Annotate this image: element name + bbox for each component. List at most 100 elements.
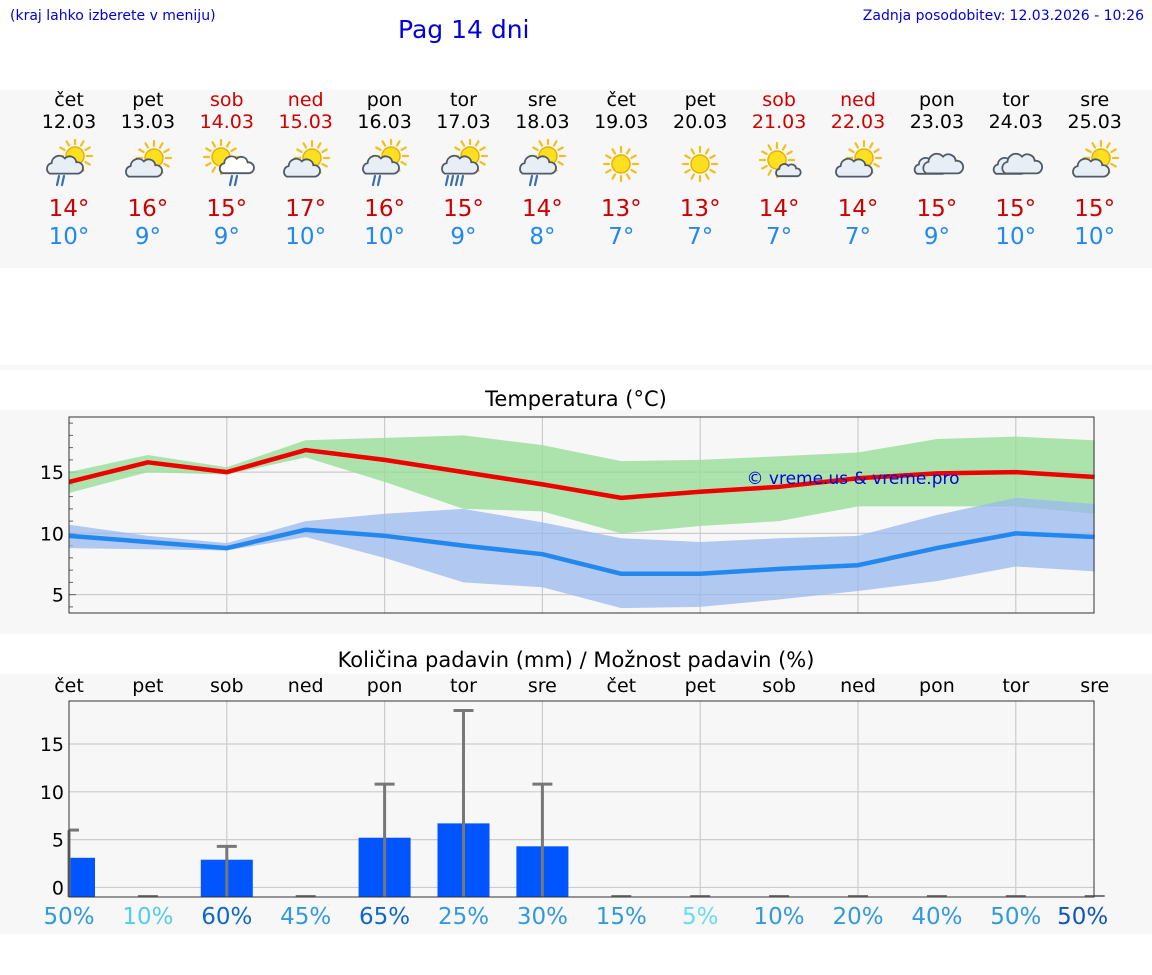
x-category-label: pet (684, 675, 716, 697)
day-name: sob (762, 89, 796, 111)
precipitation-probability: 50% (990, 904, 1042, 930)
y-tick-label: 0 (52, 877, 64, 899)
plot-frame (68, 700, 1095, 898)
forecast-day: ned 22.03 14° 7° (818, 89, 898, 251)
forecast-day: sre 18.03 14° 8° (502, 89, 582, 251)
sun-small-cloud-icon (758, 141, 802, 179)
day-date: 13.03 (120, 111, 176, 133)
temp-min: 7° (608, 224, 635, 250)
precipitation-probability: 65% (359, 904, 411, 930)
sun-cloud-heavy-rain-icon (440, 137, 488, 187)
day-date: 23.03 (909, 111, 965, 133)
cloud-icon (992, 152, 1043, 175)
precipitation-probability: 50% (1057, 904, 1109, 930)
temp-max: 14° (758, 196, 800, 222)
cloud-shape (835, 157, 873, 178)
temp-max: 14° (522, 196, 563, 222)
day-name: sre (527, 89, 557, 111)
temperature-chart-title: Temperatura (°C) (485, 387, 667, 411)
range-band-min (69, 497, 1095, 609)
y-tick-label: 15 (40, 462, 64, 484)
temp-max: 13° (600, 196, 642, 222)
temp-min: 7° (766, 224, 793, 250)
forecast-day: tor 24.03 15° 10° (976, 89, 1056, 251)
updated-value: 12.03.2026 - 10:26 (1009, 8, 1144, 24)
cloud-shape (440, 154, 479, 175)
sun-shape (682, 145, 719, 183)
day-name: ned (840, 89, 876, 111)
forecast-day: pon 23.03 15° 9° (897, 89, 977, 251)
forecast-day: pet 20.03 13° 7° (660, 89, 740, 251)
day-name: tor (1002, 89, 1030, 111)
precipitation-probability: 10% (753, 904, 805, 930)
sun-cloud-icon (1071, 139, 1119, 178)
separator (0, 365, 1152, 370)
forecast-day: tor 17.03 15° 9° (424, 89, 504, 251)
temp-max: 16° (364, 196, 405, 222)
precipitation-probability: 45% (280, 904, 332, 930)
temp-min: 9° (923, 224, 950, 250)
cloud-shape (1071, 157, 1110, 178)
day-name: pet (132, 89, 164, 111)
temp-min: 10° (48, 224, 90, 250)
day-name: čet (54, 89, 84, 111)
temp-min: 8° (529, 224, 556, 250)
precipitation-bar (69, 857, 95, 897)
day-date: 21.03 (751, 111, 807, 133)
day-date: 15.03 (278, 111, 333, 133)
day-name: čet (606, 89, 637, 111)
temp-max: 14° (837, 196, 879, 222)
day-name: pet (684, 89, 716, 111)
precipitation-chart: 0 5 10 15 (40, 700, 1105, 899)
x-category-label: sre (1080, 675, 1110, 697)
temp-max: 15° (443, 196, 484, 222)
day-date: 18.03 (515, 111, 570, 133)
day-name: ned (287, 89, 324, 111)
precipitation-probability: 30% (516, 904, 568, 930)
day-date: 24.03 (988, 111, 1043, 133)
location-hint-link[interactable]: (kraj lahko izberete v meniju) (10, 8, 216, 24)
last-updated: Zadnja posodobitev: 12.03.2026 - 10:26 (859, 8, 1144, 24)
y-tick-label: 15 (40, 734, 64, 756)
cloud-shape (775, 163, 802, 178)
forecast-day: pet 13.03 16° 9° (108, 89, 188, 251)
temp-min: 9° (213, 224, 240, 250)
plot-frame (68, 416, 1095, 614)
sun-icon (603, 145, 640, 183)
day-date: 25.03 (1067, 111, 1122, 133)
day-name: sre (1080, 89, 1110, 111)
day-date: 16.03 (357, 111, 412, 133)
day-date: 17.03 (436, 111, 491, 133)
day-name: pon (366, 89, 403, 111)
x-category-label: tor (1002, 675, 1030, 697)
cloud-shape (519, 154, 558, 175)
forecast-day: pon 16.03 16° 10° (345, 89, 425, 251)
day-name: sob (210, 89, 244, 111)
forecast-day: čet 19.03 13° 7° (581, 89, 661, 251)
precipitation-probability: 60% (201, 904, 253, 930)
series-line-max (68, 447, 1095, 501)
x-category-label: sob (210, 675, 244, 697)
updated-label: Zadnja posodobitev: (862, 8, 1006, 24)
sun-cloud-rain-icon (519, 137, 567, 187)
x-category-label: sre (527, 675, 557, 697)
y-tick-label: 5 (52, 830, 64, 852)
sun-cloud-rain-icon (361, 137, 409, 187)
precipitation-probability: 15% (595, 904, 647, 930)
precipitation-chart-title: Količina padavin (mm) / Možnost padavin … (337, 648, 815, 672)
x-category-label: pon (919, 675, 955, 697)
cloud-shape (282, 157, 321, 178)
precipitation-probability: 50% (43, 904, 95, 930)
cloud-shape (46, 154, 84, 175)
temp-min: 7° (844, 224, 872, 250)
sun-cloud-icon (835, 139, 883, 178)
temp-max: 14° (48, 196, 90, 222)
y-tick-label: 5 (52, 585, 64, 607)
temp-min: 10° (364, 224, 405, 250)
temp-min: 9° (450, 224, 477, 250)
x-category-label: ned (287, 675, 324, 697)
y-tick-label: 10 (40, 782, 64, 804)
x-category-label: ned (840, 675, 876, 697)
temperature-chart: 5 10 15 © vreme.us & vreme.pro (40, 416, 1095, 614)
x-category-label: pon (366, 675, 403, 697)
